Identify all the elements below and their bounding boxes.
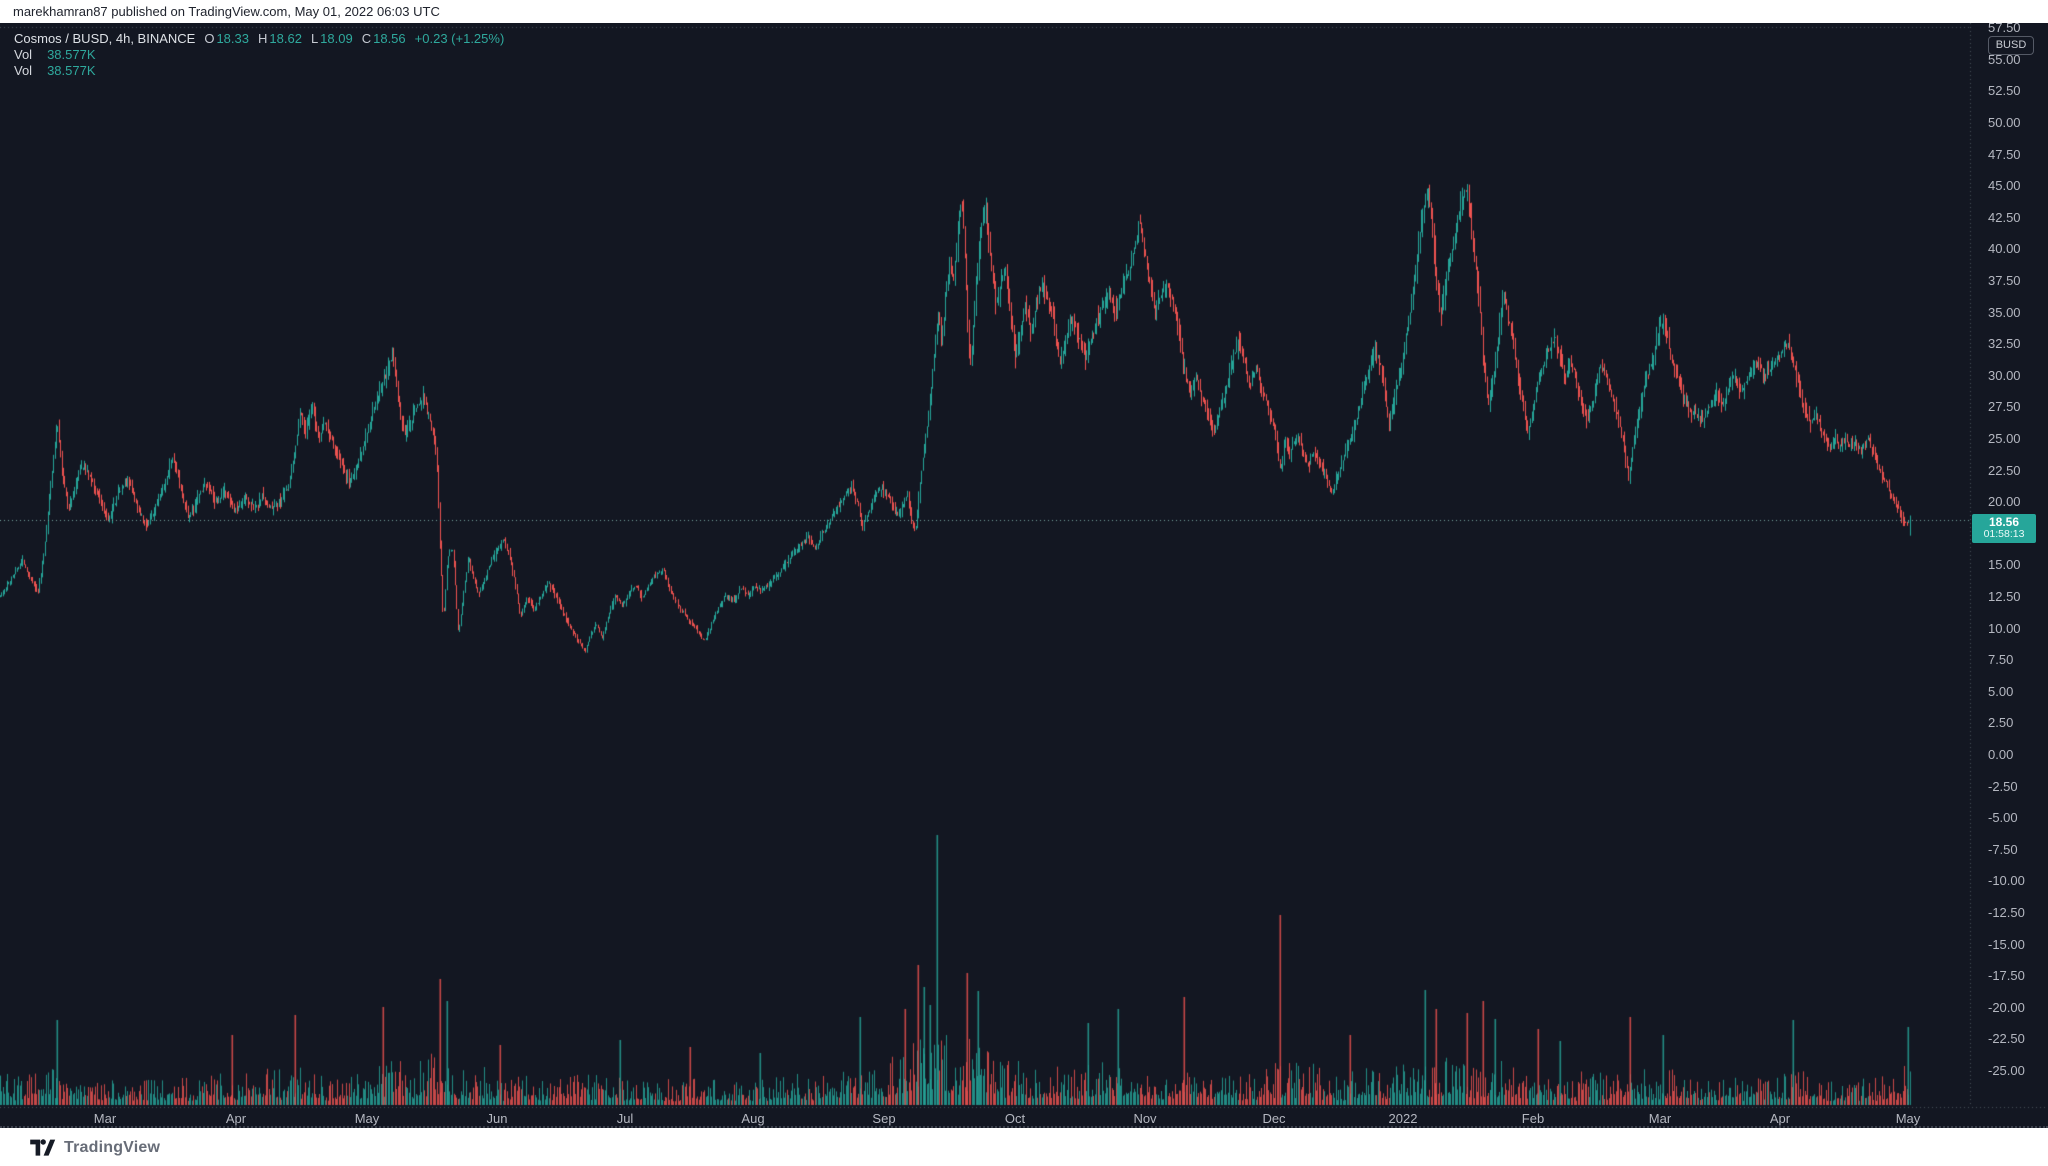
time-tick-label: Apr — [1769, 1111, 1791, 1126]
price-tick-label: -20.00 — [1988, 999, 2025, 1015]
time-tick-label: Sep — [872, 1111, 896, 1126]
attribution-header: marekhamran87 published on TradingView.c… — [0, 0, 2048, 23]
price-tick-label: 10.00 — [1988, 620, 2021, 636]
price-tick-label: 5.00 — [1988, 683, 2014, 699]
price-change: +0.23 (+1.25%) — [414, 30, 505, 46]
price-tick-label: 12.50 — [1988, 588, 2021, 604]
price-tick-label: -5.00 — [1988, 810, 2018, 826]
price-tick-label: 0.00 — [1988, 747, 2014, 762]
last-price-value: 18.56 — [1988, 515, 2020, 529]
symbol-row[interactable]: Cosmos / BUSD, 4h, BINANCE O 18.33 H 18.… — [14, 30, 504, 46]
price-tick-label: 52.50 — [1988, 83, 2021, 99]
footer: TradingView — [0, 1130, 2048, 1166]
price-tick-label: -2.50 — [1988, 778, 2018, 794]
chart-region: Cosmos / BUSD, 4h, BINANCE O 18.33 H 18.… — [0, 23, 2048, 1128]
time-tick-label: Dec — [1262, 1111, 1286, 1126]
time-tick-label: May — [1895, 1111, 1921, 1126]
time-tick-label: Mar — [93, 1111, 117, 1126]
price-tick-label: 47.50 — [1988, 146, 2021, 162]
time-tick-label: Feb — [1521, 1111, 1545, 1126]
price-tick-label: 22.50 — [1988, 462, 2021, 478]
price-tick-label: 2.50 — [1988, 715, 2014, 731]
ohlc-high: H 18.62 — [258, 30, 302, 46]
time-tick-label: Nov — [1133, 1111, 1157, 1126]
last-price-badge: 18.56 01:58:13 — [1972, 514, 2036, 543]
volume-indicator-row[interactable]: Vol 38.577K — [14, 46, 96, 62]
price-tick-label: 7.50 — [1988, 652, 2014, 668]
price-tick-label: 27.50 — [1988, 399, 2021, 415]
price-tick-label: -25.00 — [1988, 1063, 2025, 1079]
symbol-title: Cosmos / BUSD, 4h, BINANCE — [14, 30, 196, 46]
price-tick-label: -22.50 — [1988, 1031, 2025, 1047]
price-tick-label: -7.50 — [1988, 841, 2018, 857]
price-tick-label: 50.00 — [1988, 114, 2021, 130]
price-tick-label: 55.00 — [1988, 51, 2021, 67]
price-tick-label: -10.00 — [1988, 873, 2025, 889]
ohlc-close: C 18.56 — [361, 30, 406, 46]
price-tick-label: 35.00 — [1988, 304, 2021, 320]
chart-canvas[interactable] — [0, 23, 2048, 1126]
time-axis[interactable]: Mar Apr May Jun Jul Aug Sep Oct Nov Dec 2022 Feb Mar… — [0, 1107, 1971, 1126]
price-tick-label: -15.00 — [1988, 936, 2025, 952]
ohlc-open: O 18.33 — [204, 30, 249, 46]
tradingview-logo-icon — [29, 1137, 56, 1158]
price-tick-label: 42.50 — [1988, 209, 2021, 225]
price-tick-label: 45.00 — [1988, 178, 2021, 194]
volume-indicator-row[interactable]: Vol 38.577K — [14, 62, 96, 78]
ohlc-low: L 18.09 — [310, 30, 353, 46]
time-tick-label: Apr — [225, 1111, 247, 1126]
tradingview-brand-text: TradingView — [64, 1138, 161, 1156]
price-tick-label: 32.50 — [1988, 336, 2021, 352]
time-tick-label: Jul — [616, 1111, 634, 1126]
currency-toggle-button[interactable]: BUSD — [1988, 36, 2034, 55]
time-tick-label: 2022 — [1388, 1111, 1418, 1126]
time-tick-label: Oct — [1004, 1111, 1026, 1126]
tradingview-brand-link[interactable]: TradingView — [29, 1137, 160, 1158]
time-tick-label: Mar — [1648, 1111, 1672, 1126]
price-tick-label: 30.00 — [1988, 367, 2021, 383]
published-line: marekhamran87 published on TradingView.c… — [13, 4, 440, 19]
price-tick-label: 25.00 — [1988, 430, 2021, 446]
price-tick-label: 37.50 — [1988, 272, 2021, 288]
time-tick-label: Aug — [741, 1111, 765, 1126]
time-tick-label: Jun — [486, 1111, 508, 1126]
price-axis[interactable]: BUSD 18.56 01:58:13 57.50 55.00 52.50 50.00… — [1971, 23, 2048, 1126]
time-tick-label: May — [354, 1111, 380, 1126]
price-tick-label: 20.00 — [1988, 494, 2021, 510]
chart-legend: Cosmos / BUSD, 4h, BINANCE O 18.33 H 18.… — [14, 30, 504, 78]
bar-countdown: 01:58:13 — [1983, 528, 2025, 540]
price-tick-label: 15.00 — [1988, 557, 2021, 573]
price-tick-label: -12.50 — [1988, 905, 2025, 921]
price-tick-label: 40.00 — [1988, 241, 2021, 257]
price-tick-label: -17.50 — [1988, 968, 2025, 984]
price-tick-label: 57.50 — [1988, 23, 2021, 36]
